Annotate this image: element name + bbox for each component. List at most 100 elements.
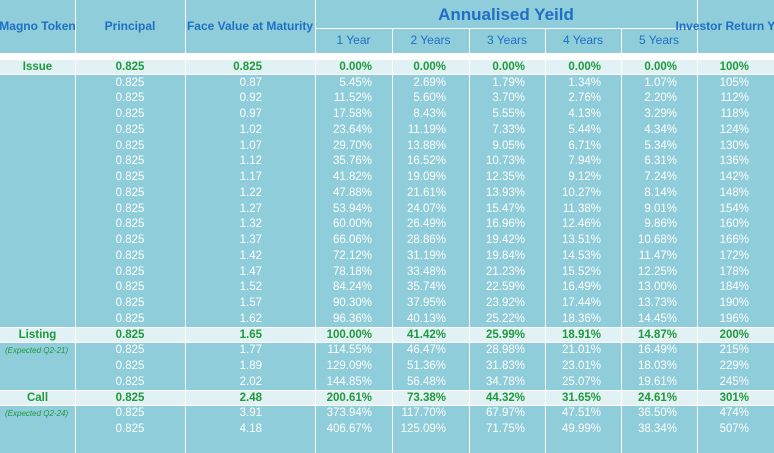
table-cell: 10.27% bbox=[561, 186, 601, 199]
table-cell: 0.825 bbox=[115, 281, 145, 294]
table-cell: 136% bbox=[719, 155, 749, 168]
column-header: Investor Return Yield bbox=[675, 19, 774, 33]
table-cell: 47.88% bbox=[332, 186, 372, 199]
table-cell: 0.825 bbox=[115, 139, 145, 152]
table-cell: 0.00% bbox=[568, 60, 601, 73]
column-header: Principal bbox=[104, 19, 156, 33]
table-cell: 60.00% bbox=[332, 218, 372, 231]
table-cell: 34.78% bbox=[485, 375, 525, 388]
table-cell: 0.00% bbox=[492, 60, 525, 73]
table-cell: 21.23% bbox=[485, 265, 525, 278]
table-cell: 373.94% bbox=[326, 407, 372, 420]
table-cell: 9.01% bbox=[644, 202, 677, 215]
table-cell: 73.38% bbox=[406, 391, 446, 404]
table-cell: 0.825 bbox=[115, 297, 145, 310]
table-cell: 0.825 bbox=[115, 344, 145, 357]
table-cell: 0.92 bbox=[239, 92, 262, 105]
table-cell: 1.34% bbox=[568, 76, 601, 89]
table-cell: 13.51% bbox=[561, 234, 601, 247]
table-cell: 21.01% bbox=[561, 344, 601, 357]
table-cell: 160% bbox=[719, 218, 749, 231]
table-cell: 114.55% bbox=[327, 344, 372, 357]
table-cell: 11.38% bbox=[562, 202, 601, 215]
table-cell: 100.00% bbox=[326, 328, 372, 341]
table-cell: 196% bbox=[719, 312, 749, 325]
table-cell: 24.61% bbox=[637, 391, 677, 404]
table-cell: 0.825 bbox=[115, 76, 145, 89]
table-cell: 8.14% bbox=[644, 186, 677, 199]
table-cell: 12.25% bbox=[637, 265, 677, 278]
table-cell: 1.57 bbox=[239, 297, 262, 310]
table-cell: 0.825 bbox=[115, 218, 145, 231]
table-cell: 9.86% bbox=[644, 218, 677, 231]
table-cell: 105% bbox=[719, 76, 749, 89]
year-header: 1 Year bbox=[336, 33, 371, 47]
year-header: 4 Years bbox=[562, 33, 604, 47]
table-cell: 1.27 bbox=[239, 202, 262, 215]
table-cell: 0.825 bbox=[115, 249, 145, 262]
table-cell: 7.24% bbox=[644, 171, 677, 184]
table-cell: 13.88% bbox=[406, 139, 446, 152]
table-cell: 5.45% bbox=[339, 76, 372, 89]
table-cell: 6.71% bbox=[568, 139, 601, 152]
table-cell: 46.47% bbox=[406, 344, 446, 357]
table-cell: 16.52% bbox=[406, 155, 446, 168]
year-header: 5 Years bbox=[638, 33, 680, 47]
table-cell: 148% bbox=[719, 186, 749, 199]
table-cell: 16.96% bbox=[485, 218, 525, 231]
table-cell: 0.825 bbox=[115, 407, 145, 420]
table-cell: 14.87% bbox=[637, 328, 677, 341]
table-cell: 40.13% bbox=[406, 312, 446, 325]
table-cell: 5.55% bbox=[492, 108, 525, 121]
table-cell: 100% bbox=[719, 60, 749, 73]
table-cell: 1.79% bbox=[492, 76, 525, 89]
table-cell: 3.91 bbox=[239, 407, 262, 420]
row-line bbox=[0, 389, 774, 391]
column-line bbox=[621, 28, 622, 453]
row-line bbox=[0, 59, 774, 60]
table-cell: 18.03% bbox=[637, 360, 677, 373]
table-cell: 0.00% bbox=[339, 60, 372, 73]
table-cell: 9.05% bbox=[492, 139, 525, 152]
table-cell: 0.825 bbox=[115, 234, 145, 247]
highlight-band bbox=[0, 389, 774, 406]
table-cell: 118% bbox=[720, 108, 749, 121]
highlight-band bbox=[0, 326, 774, 343]
table-cell: 29.70% bbox=[332, 139, 372, 152]
table-cell: 23.01% bbox=[561, 360, 601, 373]
table-cell: 66.06% bbox=[332, 234, 372, 247]
table-cell: 84.24% bbox=[332, 281, 372, 294]
table-cell: 1.17 bbox=[239, 171, 262, 184]
table-cell: 31.19% bbox=[406, 249, 446, 262]
table-cell: 3.29% bbox=[644, 108, 677, 121]
table-cell: 15.47% bbox=[485, 202, 525, 215]
table-cell: 12.35% bbox=[485, 171, 525, 184]
table-cell: 190% bbox=[719, 297, 749, 310]
table-cell: 0.825 bbox=[115, 123, 145, 136]
table-cell: 72.12% bbox=[332, 249, 372, 262]
table-cell: 0.825 bbox=[115, 265, 145, 278]
row-label: Listing bbox=[18, 328, 57, 341]
table-cell: 36.50% bbox=[637, 407, 677, 420]
column-line bbox=[185, 0, 186, 453]
table-cell: 5.44% bbox=[568, 123, 601, 136]
table-cell: 1.62 bbox=[239, 312, 262, 325]
table-cell: 1.22 bbox=[239, 186, 262, 199]
table-cell: 0.825 bbox=[115, 328, 145, 341]
table-cell: 112% bbox=[720, 92, 749, 105]
table-cell: 0.825 bbox=[115, 186, 145, 199]
table-cell: 0.825 bbox=[233, 60, 262, 73]
table-cell: 19.09% bbox=[406, 171, 446, 184]
row-line bbox=[0, 404, 774, 406]
table-cell: 3.70% bbox=[492, 92, 525, 105]
table-cell: 178% bbox=[719, 265, 749, 278]
table-cell: 142% bbox=[719, 171, 749, 184]
table-cell: 4.13% bbox=[568, 108, 601, 121]
year-header: 2 Years bbox=[410, 33, 451, 47]
column-line bbox=[75, 0, 76, 453]
table-cell: 184% bbox=[719, 281, 749, 294]
table-cell: 28.98% bbox=[485, 344, 525, 357]
table-cell: 129.09% bbox=[326, 360, 372, 373]
row-line bbox=[0, 326, 774, 328]
